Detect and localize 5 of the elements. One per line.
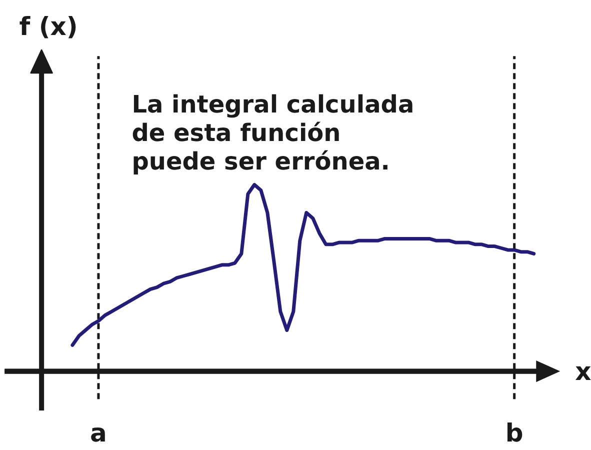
text: f (x) [19,12,78,42]
x-tick-label: a [90,418,107,448]
x-tick-label: b [505,418,524,448]
x-axis-title: x [575,356,591,386]
text: La integral calculada de esta función puede ser errónea. [132,90,414,176]
